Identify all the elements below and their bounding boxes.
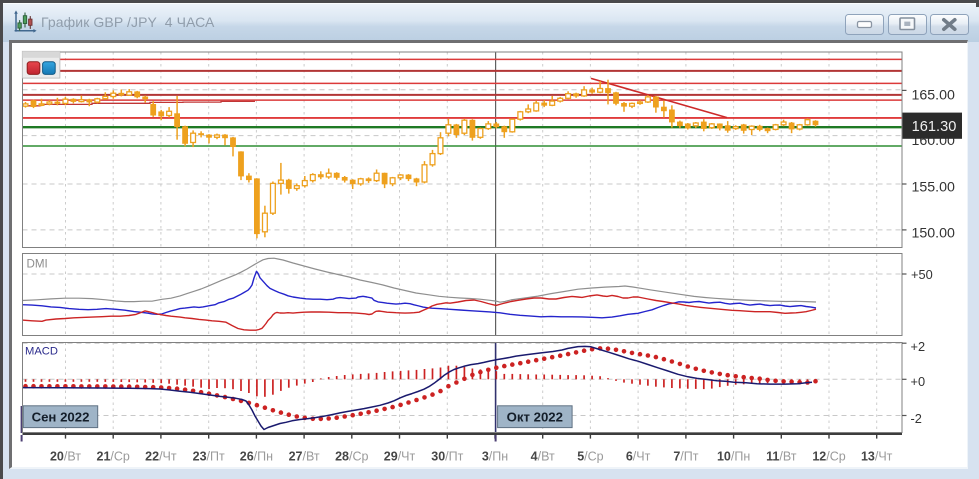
svg-text:29/Чт: 29/Чт [384, 450, 416, 464]
svg-text:13/Чт: 13/Чт [861, 450, 893, 464]
svg-text:28/Ср: 28/Ср [335, 450, 368, 464]
svg-text:22/Чт: 22/Чт [145, 450, 177, 464]
svg-text:5/Ср: 5/Ср [577, 450, 603, 464]
svg-text:Сен 2022: Сен 2022 [32, 410, 90, 425]
svg-text:Окт 2022: Окт 2022 [507, 410, 563, 425]
svg-text:21/Ср: 21/Ср [97, 450, 130, 464]
svg-text:6/Чт: 6/Чт [626, 450, 651, 464]
svg-text:MACD: MACD [25, 346, 58, 358]
svg-text:12/Ср: 12/Ср [812, 450, 845, 464]
svg-text:+50: +50 [911, 267, 933, 282]
svg-text:4/Вт: 4/Вт [531, 450, 555, 464]
svg-text:+0: +0 [911, 374, 926, 389]
svg-text:161.30: 161.30 [912, 119, 957, 135]
svg-text:7/Пт: 7/Пт [673, 450, 698, 464]
svg-text:10/Пн: 10/Пн [717, 450, 750, 464]
svg-text:-2: -2 [911, 411, 922, 426]
svg-text:27/Вт: 27/Вт [289, 450, 320, 464]
svg-text:11/Вт: 11/Вт [766, 450, 797, 464]
svg-text:150.00: 150.00 [912, 226, 956, 242]
svg-text:30/Пт: 30/Пт [431, 450, 463, 464]
svg-text:+2: +2 [911, 339, 926, 354]
svg-text:23/Пт: 23/Пт [193, 450, 225, 464]
svg-text:20/Вт: 20/Вт [50, 450, 81, 464]
svg-text:3/Пн: 3/Пн [482, 450, 508, 464]
svg-text:165.00: 165.00 [912, 88, 956, 104]
svg-text:DMI: DMI [27, 258, 48, 271]
svg-text:26/Пн: 26/Пн [240, 450, 273, 464]
svg-text:155.00: 155.00 [912, 180, 956, 196]
